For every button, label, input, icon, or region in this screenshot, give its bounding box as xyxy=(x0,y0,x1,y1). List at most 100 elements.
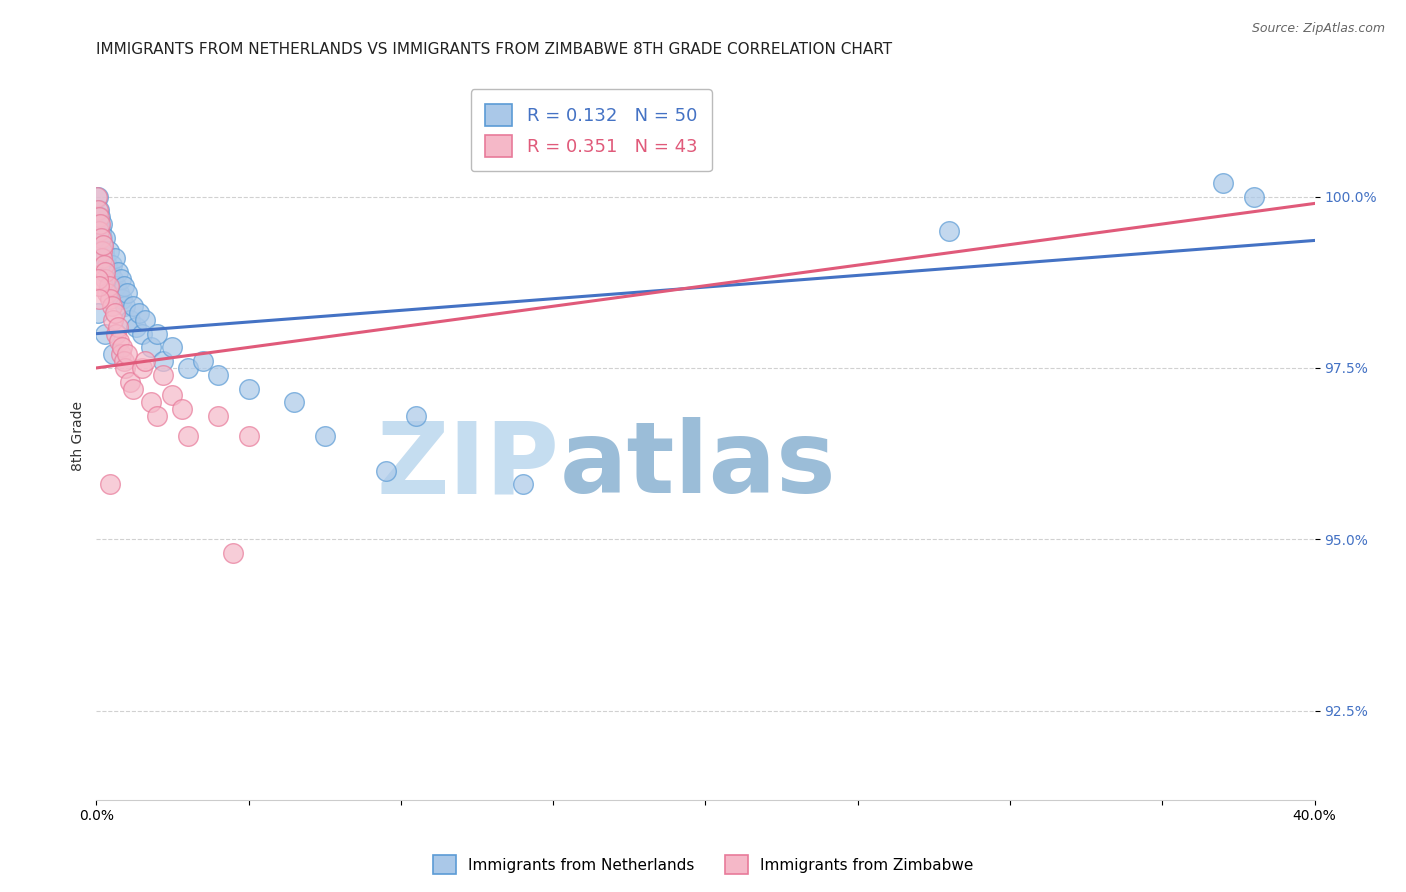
Point xyxy=(101,272,124,286)
Point xyxy=(98,477,121,491)
Point xyxy=(170,402,193,417)
Point xyxy=(207,368,229,382)
Point xyxy=(101,347,124,361)
Legend: R = 0.132   N = 50, R = 0.351   N = 43: R = 0.132 N = 50, R = 0.351 N = 43 xyxy=(471,89,711,171)
Point xyxy=(128,306,150,320)
Point xyxy=(90,244,112,259)
Text: Source: ZipAtlas.com: Source: ZipAtlas.com xyxy=(1251,22,1385,36)
Point xyxy=(87,278,110,293)
Point xyxy=(94,230,117,244)
Point xyxy=(90,224,112,238)
Point xyxy=(98,293,121,307)
Point xyxy=(115,285,138,300)
Point xyxy=(146,409,169,423)
Point xyxy=(87,203,110,218)
Point xyxy=(125,319,148,334)
Point xyxy=(91,237,114,252)
Point xyxy=(111,293,134,307)
Point xyxy=(86,189,108,203)
Point xyxy=(87,189,110,203)
Point xyxy=(108,285,131,300)
Point xyxy=(114,299,136,313)
Point xyxy=(314,429,336,443)
Point xyxy=(238,429,260,443)
Point xyxy=(108,334,131,348)
Point xyxy=(238,382,260,396)
Point xyxy=(110,272,132,286)
Point xyxy=(118,375,141,389)
Point xyxy=(89,293,111,307)
Point xyxy=(177,360,200,375)
Point xyxy=(112,278,135,293)
Point xyxy=(89,224,111,238)
Point xyxy=(107,265,129,279)
Point xyxy=(94,272,117,286)
Point xyxy=(105,326,128,341)
Point xyxy=(98,265,121,279)
Point xyxy=(122,382,145,396)
Point xyxy=(89,217,111,231)
Point xyxy=(87,272,110,286)
Point xyxy=(191,354,214,368)
Point xyxy=(131,326,153,341)
Legend: Immigrants from Netherlands, Immigrants from Zimbabwe: Immigrants from Netherlands, Immigrants … xyxy=(426,849,980,880)
Point xyxy=(94,326,117,341)
Point xyxy=(96,258,118,272)
Point xyxy=(94,265,117,279)
Point xyxy=(1212,176,1234,190)
Point xyxy=(91,217,114,231)
Point xyxy=(134,354,156,368)
Point xyxy=(90,230,112,244)
Point xyxy=(89,217,111,231)
Point xyxy=(162,340,184,354)
Point xyxy=(112,354,135,368)
Point xyxy=(131,360,153,375)
Point xyxy=(100,258,122,272)
Point xyxy=(104,306,127,320)
Point xyxy=(152,368,174,382)
Point xyxy=(96,285,118,300)
Point xyxy=(90,230,112,244)
Point xyxy=(115,347,138,361)
Point xyxy=(122,299,145,313)
Point xyxy=(93,258,115,272)
Point xyxy=(87,306,110,320)
Text: IMMIGRANTS FROM NETHERLANDS VS IMMIGRANTS FROM ZIMBABWE 8TH GRADE CORRELATION CH: IMMIGRANTS FROM NETHERLANDS VS IMMIGRANT… xyxy=(97,42,893,57)
Point xyxy=(283,395,305,409)
Point xyxy=(91,252,114,266)
Point xyxy=(105,278,128,293)
Point xyxy=(94,252,117,266)
Point xyxy=(91,237,114,252)
Point xyxy=(87,210,110,224)
Point xyxy=(97,244,120,259)
Point xyxy=(87,203,110,218)
Point xyxy=(111,340,134,354)
Y-axis label: 8th Grade: 8th Grade xyxy=(72,401,86,472)
Point xyxy=(118,313,141,327)
Point xyxy=(100,299,122,313)
Point xyxy=(141,395,163,409)
Point xyxy=(207,409,229,423)
Point xyxy=(93,244,115,259)
Point xyxy=(141,340,163,354)
Point xyxy=(162,388,184,402)
Point xyxy=(152,354,174,368)
Text: ZIP: ZIP xyxy=(377,417,560,514)
Point xyxy=(938,224,960,238)
Point xyxy=(1243,189,1265,203)
Point xyxy=(114,360,136,375)
Point xyxy=(97,278,120,293)
Point xyxy=(134,313,156,327)
Point xyxy=(177,429,200,443)
Text: atlas: atlas xyxy=(560,417,837,514)
Point xyxy=(512,477,534,491)
Point xyxy=(107,319,129,334)
Point xyxy=(222,546,245,560)
Point xyxy=(374,464,396,478)
Point xyxy=(89,210,111,224)
Point xyxy=(104,252,127,266)
Point xyxy=(110,347,132,361)
Point xyxy=(405,409,427,423)
Point xyxy=(146,326,169,341)
Point xyxy=(101,313,124,327)
